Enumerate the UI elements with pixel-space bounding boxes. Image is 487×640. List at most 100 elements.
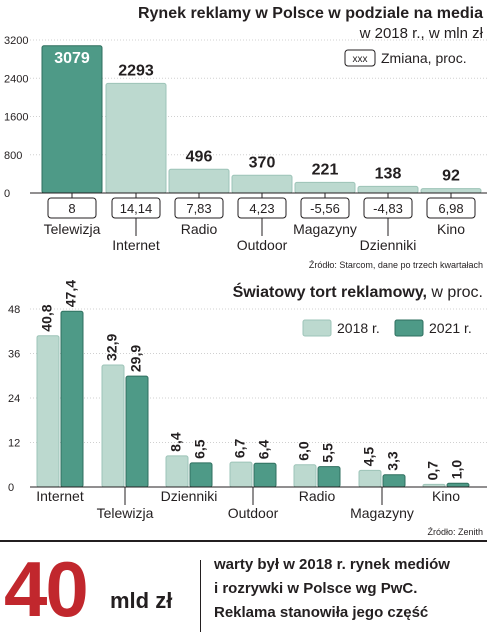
chart1-legend-marker: xxx: [353, 54, 368, 65]
chart2-value-label: 4,5: [361, 447, 377, 467]
chart1-value-label: 496: [186, 148, 213, 165]
chart2-source: Źródło: Zenith: [427, 527, 483, 537]
footer-line-1: warty był w 2018 r. rynek mediów: [214, 556, 450, 573]
chart2-bar: [60, 310, 84, 488]
footer-unit: mld zł: [110, 588, 173, 613]
chart1-value-label: 138: [375, 165, 402, 182]
chart2-value-label: 6,4: [256, 440, 272, 460]
chart2-value-label: 3,3: [385, 451, 401, 471]
chart1-change-label: 7,83: [186, 201, 211, 216]
chart1-legend-label: Zmiana, proc.: [381, 50, 467, 66]
chart2-bar: [101, 364, 125, 488]
chart2-title-bold: Światowy tort reklamowy,: [233, 282, 427, 301]
chart1-change-box: [47, 197, 97, 219]
chart2-title-rest: w proc.: [427, 284, 483, 301]
chart1-ytick-label: 3200: [4, 35, 28, 47]
chart1-bar: [294, 181, 356, 194]
chart2-ytick-label: 36: [8, 349, 20, 361]
chart2-category-label: Kino: [432, 488, 460, 504]
chart1-category-label: Outdoor: [237, 237, 288, 253]
chart2-bar: [317, 466, 341, 488]
chart1-bar: [231, 174, 293, 194]
footer-big-number: 40: [4, 545, 89, 633]
global-ad-share-chart: Światowy tort reklamowy, w proc. 48 36 24 12…: [8, 280, 487, 537]
chart2-category-label: Telewizja: [97, 505, 154, 521]
chart2-legend-label-2018: 2018 r.: [337, 320, 380, 336]
chart2-bar: [253, 462, 277, 488]
footer-vertical-rule: [200, 560, 201, 632]
chart1-title: Rynek reklamy w Polsce w podziale na med…: [138, 5, 483, 22]
chart1-change-label: 6,98: [438, 201, 463, 216]
chart2-value-label: 1,0: [449, 460, 465, 480]
chart1-category-label: Internet: [112, 237, 160, 253]
chart1-source: Źródło: Starcom, dane po trzech kwartała…: [309, 260, 483, 270]
chart2-bar: [293, 464, 317, 488]
chart2-category-label: Dzienniki: [161, 488, 218, 504]
chart2-legend-swatch-2018: [302, 319, 332, 337]
chart2-bar: [229, 461, 253, 488]
chart2-value-label: 6,0: [296, 441, 312, 461]
chart2-bar: [358, 469, 382, 488]
chart1-bar: [105, 82, 167, 194]
chart1-value-label: 221: [312, 161, 339, 178]
chart1-change-label: 4,23: [249, 201, 274, 216]
chart2-ytick-label: 48: [8, 304, 20, 316]
chart1-category-label: Kino: [437, 221, 465, 237]
chart1-category-label: Dzienniki: [360, 237, 417, 253]
chart2-legend-swatch-2021: [394, 319, 424, 337]
chart1-change-label: -4,83: [373, 201, 403, 216]
chart2-bar: [382, 474, 406, 488]
chart2-bar: [165, 455, 189, 488]
chart2-value-label: 8,4: [168, 432, 184, 452]
chart1-legend-box: [344, 49, 376, 67]
chart1-category-label: Telewizja: [44, 221, 101, 237]
chart2-ytick-label: 12: [8, 438, 20, 450]
chart2-title: Światowy tort reklamowy, w proc.: [233, 282, 483, 301]
chart1-change-label: 14,14: [120, 201, 153, 216]
footer-line-2: i rozrywki w Polsce wg PwC.: [214, 580, 418, 597]
chart2-value-label: 6,7: [232, 438, 248, 458]
chart1-change-label: -5,56: [310, 201, 340, 216]
chart1-value-label: 2293: [118, 62, 154, 79]
chart1-change-box: [174, 197, 224, 219]
chart2-ytick-label: 0: [8, 482, 14, 494]
chart1-bar: [41, 45, 103, 194]
chart1-bar: [168, 168, 230, 194]
chart2-category-label: Internet: [36, 488, 84, 504]
chart1-ytick-label: 1600: [4, 112, 28, 124]
chart1-bar: [357, 185, 419, 194]
chart2-category-label: Radio: [299, 488, 336, 504]
chart1-value-label: 370: [249, 154, 276, 171]
footer-line-3: Reklama stanowiła jego część: [214, 604, 429, 621]
chart2-value-label: 29,9: [128, 345, 144, 372]
chart2-value-label: 47,4: [63, 280, 79, 307]
chart1-category-label: Radio: [181, 221, 218, 237]
chart2-bar: [189, 462, 213, 488]
chart1-change-label: 8: [68, 201, 75, 216]
chart2-bar: [446, 482, 470, 488]
chart1-value-label: 3079: [54, 50, 90, 67]
chart1-bar: [420, 188, 482, 194]
chart1-value-label: 92: [442, 168, 460, 185]
chart1-ytick-label: 2400: [4, 73, 28, 85]
chart2-value-label: 0,7: [425, 461, 441, 481]
chart1-ytick-label: 0: [4, 188, 10, 200]
chart1-category-label: Magazyny: [293, 221, 357, 237]
chart2-category-label: Magazyny: [350, 505, 414, 521]
footer-divider: [0, 540, 487, 542]
chart2-legend-label-2021: 2021 r.: [429, 320, 472, 336]
chart1-subtitle: w 2018 r., w mln zł: [359, 25, 484, 42]
chart2-value-label: 6,5: [192, 439, 208, 459]
chart2-bar: [125, 375, 149, 488]
chart2-category-label: Outdoor: [228, 505, 279, 521]
footer: 40 mld zł warty był w 2018 r. rynek medi…: [0, 540, 487, 640]
chart2-bar: [36, 335, 60, 488]
chart2-value-label: 5,5: [320, 443, 336, 463]
chart2-value-label: 32,9: [104, 334, 120, 361]
chart2-value-label: 40,8: [39, 304, 55, 331]
chart1-change-box: [426, 197, 476, 219]
chart1-change-box: [300, 197, 350, 219]
chart1-ytick-label: 800: [4, 150, 22, 162]
chart2-ytick-label: 24: [8, 393, 20, 405]
poland-ad-market-chart: Rynek reklamy w Polsce w podziale na med…: [4, 5, 487, 270]
